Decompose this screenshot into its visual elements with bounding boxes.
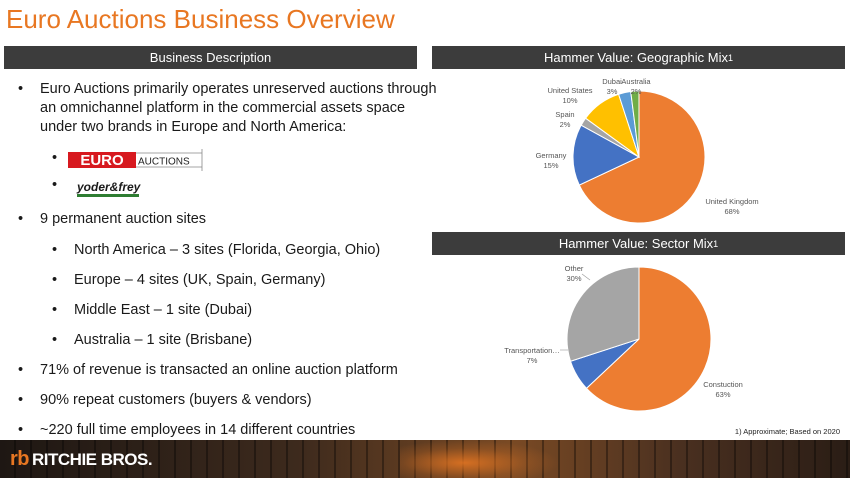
footer-banner: [0, 440, 850, 478]
bullet-dot: •: [18, 362, 24, 378]
slice-label: Dubai: [602, 77, 622, 86]
slice-label: United Kingdom: [705, 197, 758, 206]
geographic-mix-header: Hammer Value: Geographic Mix 1: [432, 46, 845, 69]
bullet-text: Europe – 4 sites (UK, Spain, Germany): [74, 272, 326, 288]
page-title: Euro Auctions Business Overview: [6, 4, 395, 34]
bullet-item: • Australia – 1 site (Brisbane): [18, 331, 474, 350]
slice-percent-label: 2%: [560, 120, 571, 129]
ritchie-bros-wordmark: RITCHIE BROS.: [32, 449, 153, 469]
bullet-text: Middle East – 1 site (Dubai): [74, 302, 253, 318]
bullet-dot: •: [52, 332, 58, 348]
bullet-dot: •: [52, 272, 58, 288]
bullet-item: • Europe – 4 sites (UK, Spain, Germany): [18, 271, 474, 290]
sector-mix-header-text: Hammer Value: Sector Mix: [558, 236, 714, 251]
pie-slice-constuction: [585, 266, 712, 412]
pie-slice-australia: [630, 90, 640, 158]
slice-percent-label: 7%: [527, 356, 538, 365]
ritchie-bros-logo: rb RITCHIE BROS.: [10, 448, 153, 471]
bullet-dot: •: [52, 150, 58, 166]
bullet-item: • Middle East – 1 site (Dubai): [18, 301, 474, 320]
sector-mix-footnote-mark: 1: [713, 238, 719, 249]
footnote: 1) Approximate; Based on 2020: [734, 427, 840, 436]
bullet-dot: •: [52, 242, 58, 258]
bullet-dot: •: [18, 81, 24, 97]
bullet-dot: •: [52, 302, 58, 318]
euro-auctions-logo: EURO AUCTIONS: [68, 149, 203, 171]
bullet-text: North America – 3 sites (Florida, Georgi…: [74, 242, 381, 258]
bullet-text: 90% repeat customers (buyers & vendors): [40, 392, 312, 408]
bullet-text: Euro Auctions primarily operates unreser…: [40, 81, 437, 135]
geographic-mix-pie-chart: United Kingdom68%Germany15%Spain2%United…: [536, 77, 759, 224]
slice-percent-label: 15%: [543, 161, 558, 170]
bullet-item: • Euro Auctions primarily operates unrese…: [18, 80, 440, 137]
bullet-item: • 9 permanent auction sites: [18, 210, 440, 229]
slice-label: Other: [565, 264, 584, 273]
slice-label: Spain: [555, 110, 574, 119]
slice-percent-label: 68%: [724, 207, 739, 216]
slice-percent-label: 2%: [631, 87, 642, 96]
pie-slice-united-kingdom: [578, 90, 706, 224]
bullet-dot: •: [18, 422, 24, 438]
auctions-logo-text: AUCTIONS: [138, 157, 190, 168]
slice-label: Constuction: [703, 380, 743, 389]
bullet-item: • ~220 full time employees in 14 differen…: [18, 421, 440, 440]
yoder-frey-logo: yoder&frey: [76, 180, 142, 197]
slice-percent-label: 63%: [715, 390, 730, 399]
bullet-item: • 90% repeat customers (buyers & vendors): [18, 391, 440, 410]
business-description-header: Business Description: [4, 46, 417, 69]
euro-logo-text: EURO: [80, 152, 124, 169]
geographic-mix-footnote-mark: 1: [727, 52, 733, 63]
slice-label: Australia: [621, 77, 651, 86]
geographic-mix-header-text: Hammer Value: Geographic Mix: [543, 50, 728, 65]
pie-slice-other: [566, 266, 640, 362]
rb-mark: rb: [10, 448, 30, 470]
pie-slice-germany: [572, 124, 641, 186]
bullet-dot: •: [52, 177, 58, 193]
footer-swoosh: [400, 440, 560, 478]
bullet-text: 9 permanent auction sites: [40, 211, 207, 227]
bullet-text: ~220 full time employees in 14 different…: [40, 422, 356, 438]
yoder-frey-logo-text: yoder&frey: [76, 180, 142, 194]
bullet-dot: •: [18, 211, 24, 227]
slice-percent-label: 10%: [562, 96, 577, 105]
slice-label: Germany: [536, 151, 567, 160]
sector-mix-header: Hammer Value: Sector Mix 1: [432, 232, 845, 255]
bullet-text: Australia – 1 site (Brisbane): [74, 332, 253, 348]
slice-percent-label: 30%: [566, 274, 581, 283]
bullet-dot: •: [18, 392, 24, 408]
leader-line: [581, 273, 591, 281]
slice-label: Transportation…: [504, 346, 560, 355]
bullet-item: • 71% of revenue is transacted an online …: [18, 361, 440, 380]
bullet-text: 71% of revenue is transacted an online a…: [40, 362, 398, 378]
slice-label: United States: [547, 86, 592, 95]
business-description-header-text: Business Description: [149, 50, 272, 65]
bullet-item: • North America – 3 sites (Florida, Georg…: [18, 241, 474, 260]
slice-percent-label: 3%: [607, 87, 618, 96]
